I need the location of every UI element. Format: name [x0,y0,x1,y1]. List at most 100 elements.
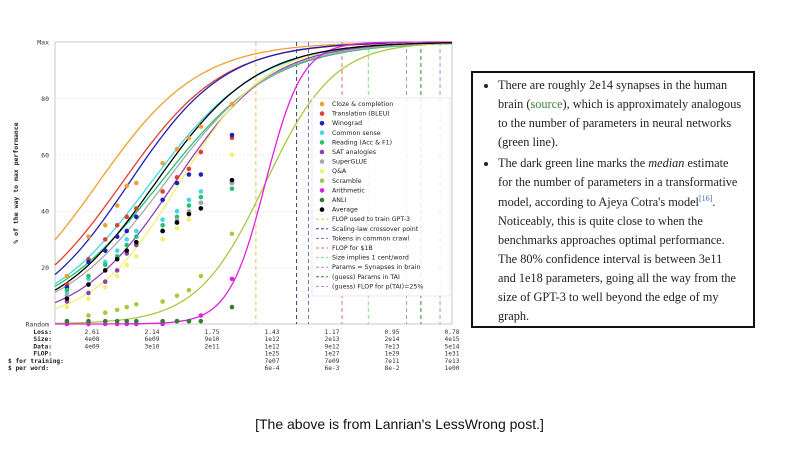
x-row-value: 7e13 [445,358,460,365]
x-row-value: 1e00 [445,365,460,372]
legend-marker [319,207,325,212]
legend: Cloze & completion Translation (BLEU) Wino… [311,97,451,297]
x-row-value: 1e12 [265,336,280,343]
data-point [86,273,91,279]
x-row-value: 1e27 [325,351,340,358]
data-point [229,186,235,191]
data-point [186,318,192,324]
note-text: estimate for the number of parameters in… [498,156,738,209]
data-point [198,149,204,155]
data-point [160,223,165,228]
x-row-value: 6e-4 [265,365,280,372]
legend-label: Tokens in common crawl [331,235,409,242]
data-point [186,287,192,293]
data-point [102,268,108,273]
data-point [134,206,139,211]
data-point [124,214,130,220]
data-point [229,177,235,183]
x-row-value: 0.95 [385,329,400,336]
legend-label: Common sense [332,130,381,137]
x-row-label: Data: [33,343,52,350]
data-point [114,268,120,273]
legend-label: Params = Synapses in brain [332,264,420,271]
data-point [124,228,130,234]
x-row-value: 2.14 [145,329,160,336]
legend-marker [319,101,325,107]
x-row-value: 6e09 [145,336,160,343]
data-point [86,259,91,265]
data-point [160,237,165,242]
data-point [134,239,139,245]
x-row-value: 9e10 [205,336,220,343]
data-point [114,307,120,313]
note-median: The dark green line marks the median est… [498,154,743,326]
data-point [102,279,108,284]
fit-curve [54,42,453,325]
legend-label: (guess) FLOP for p(TAI)=25% [332,283,423,290]
legend-label: ANLI [332,197,347,204]
data-point [229,132,235,138]
data-point [114,256,120,262]
legend-label: Q&A [332,168,347,175]
y-tick-random: Random [26,321,50,329]
data-point [86,318,91,324]
data-point [134,228,139,234]
legend-marker [319,178,325,184]
x-row-value: 4e15 [445,336,460,343]
data-point [134,234,139,239]
data-point [134,180,139,186]
footnote-ref[interactable]: [16] [698,193,713,203]
data-point [114,318,120,324]
data-point [186,172,192,177]
data-point [198,318,204,324]
data-point [174,220,180,225]
data-point [134,301,139,307]
data-point [198,189,204,194]
benchmark-performance-chart: 20 40 60 80 Max Random % of the way to max pe… [8,39,460,373]
legend-label: Average [332,207,358,214]
legend-marker [319,130,325,136]
legend-label: Scaling-law crossover point [332,226,419,233]
y-tick-label: 40 [41,208,49,216]
data-point [160,318,165,324]
data-point [124,318,130,324]
data-point [134,254,139,259]
x-axis-table: Loss: 2.61 2.14 1.75 1.43 1.17 0.95 0.78 Size: 4e… [8,329,460,372]
data-point [102,237,108,242]
data-point [229,304,235,310]
data-point [64,304,70,310]
legend-label: Cloze & completion [332,101,393,108]
data-point [174,180,180,186]
data-point [134,318,139,324]
y-axis-label: % of the way to max performance [12,122,20,243]
data-point [186,197,192,203]
legend-marker [319,197,325,203]
legend-label: Translation (BLEU) [331,111,390,118]
note-text: ), which is approximately analogous to t… [498,97,742,150]
x-row-value: 1e12 [265,343,280,350]
note-emphasis: median [648,156,685,171]
note-text: There are roughly 2e14 synapses in the h… [498,78,728,112]
data-point [102,262,108,268]
legend-label: Size implies 1 cent/word [332,255,409,262]
data-point [86,313,91,318]
data-point [186,166,192,172]
x-row-value: 9e12 [325,343,340,350]
note-synapses: There are roughly 2e14 synapses in the h… [498,76,743,152]
data-point [86,296,91,301]
data-point [229,152,235,158]
data-point [186,217,192,222]
data-point [114,223,120,228]
notes-list: There are roughly 2e14 synapses in the h… [481,76,743,326]
data-point [186,211,192,217]
source-link[interactable]: source [530,97,563,112]
legend-label: FLOP for $1B [332,245,373,252]
caption: [The above is from Lanrian's LessWrong p… [255,416,544,432]
data-point [174,293,180,299]
data-point [174,208,180,214]
x-row-value: 1.43 [265,329,280,336]
data-point [229,101,235,107]
x-row-value: 4e08 [85,336,100,343]
data-point [86,234,91,239]
legend-label: SAT analogies [332,149,376,156]
